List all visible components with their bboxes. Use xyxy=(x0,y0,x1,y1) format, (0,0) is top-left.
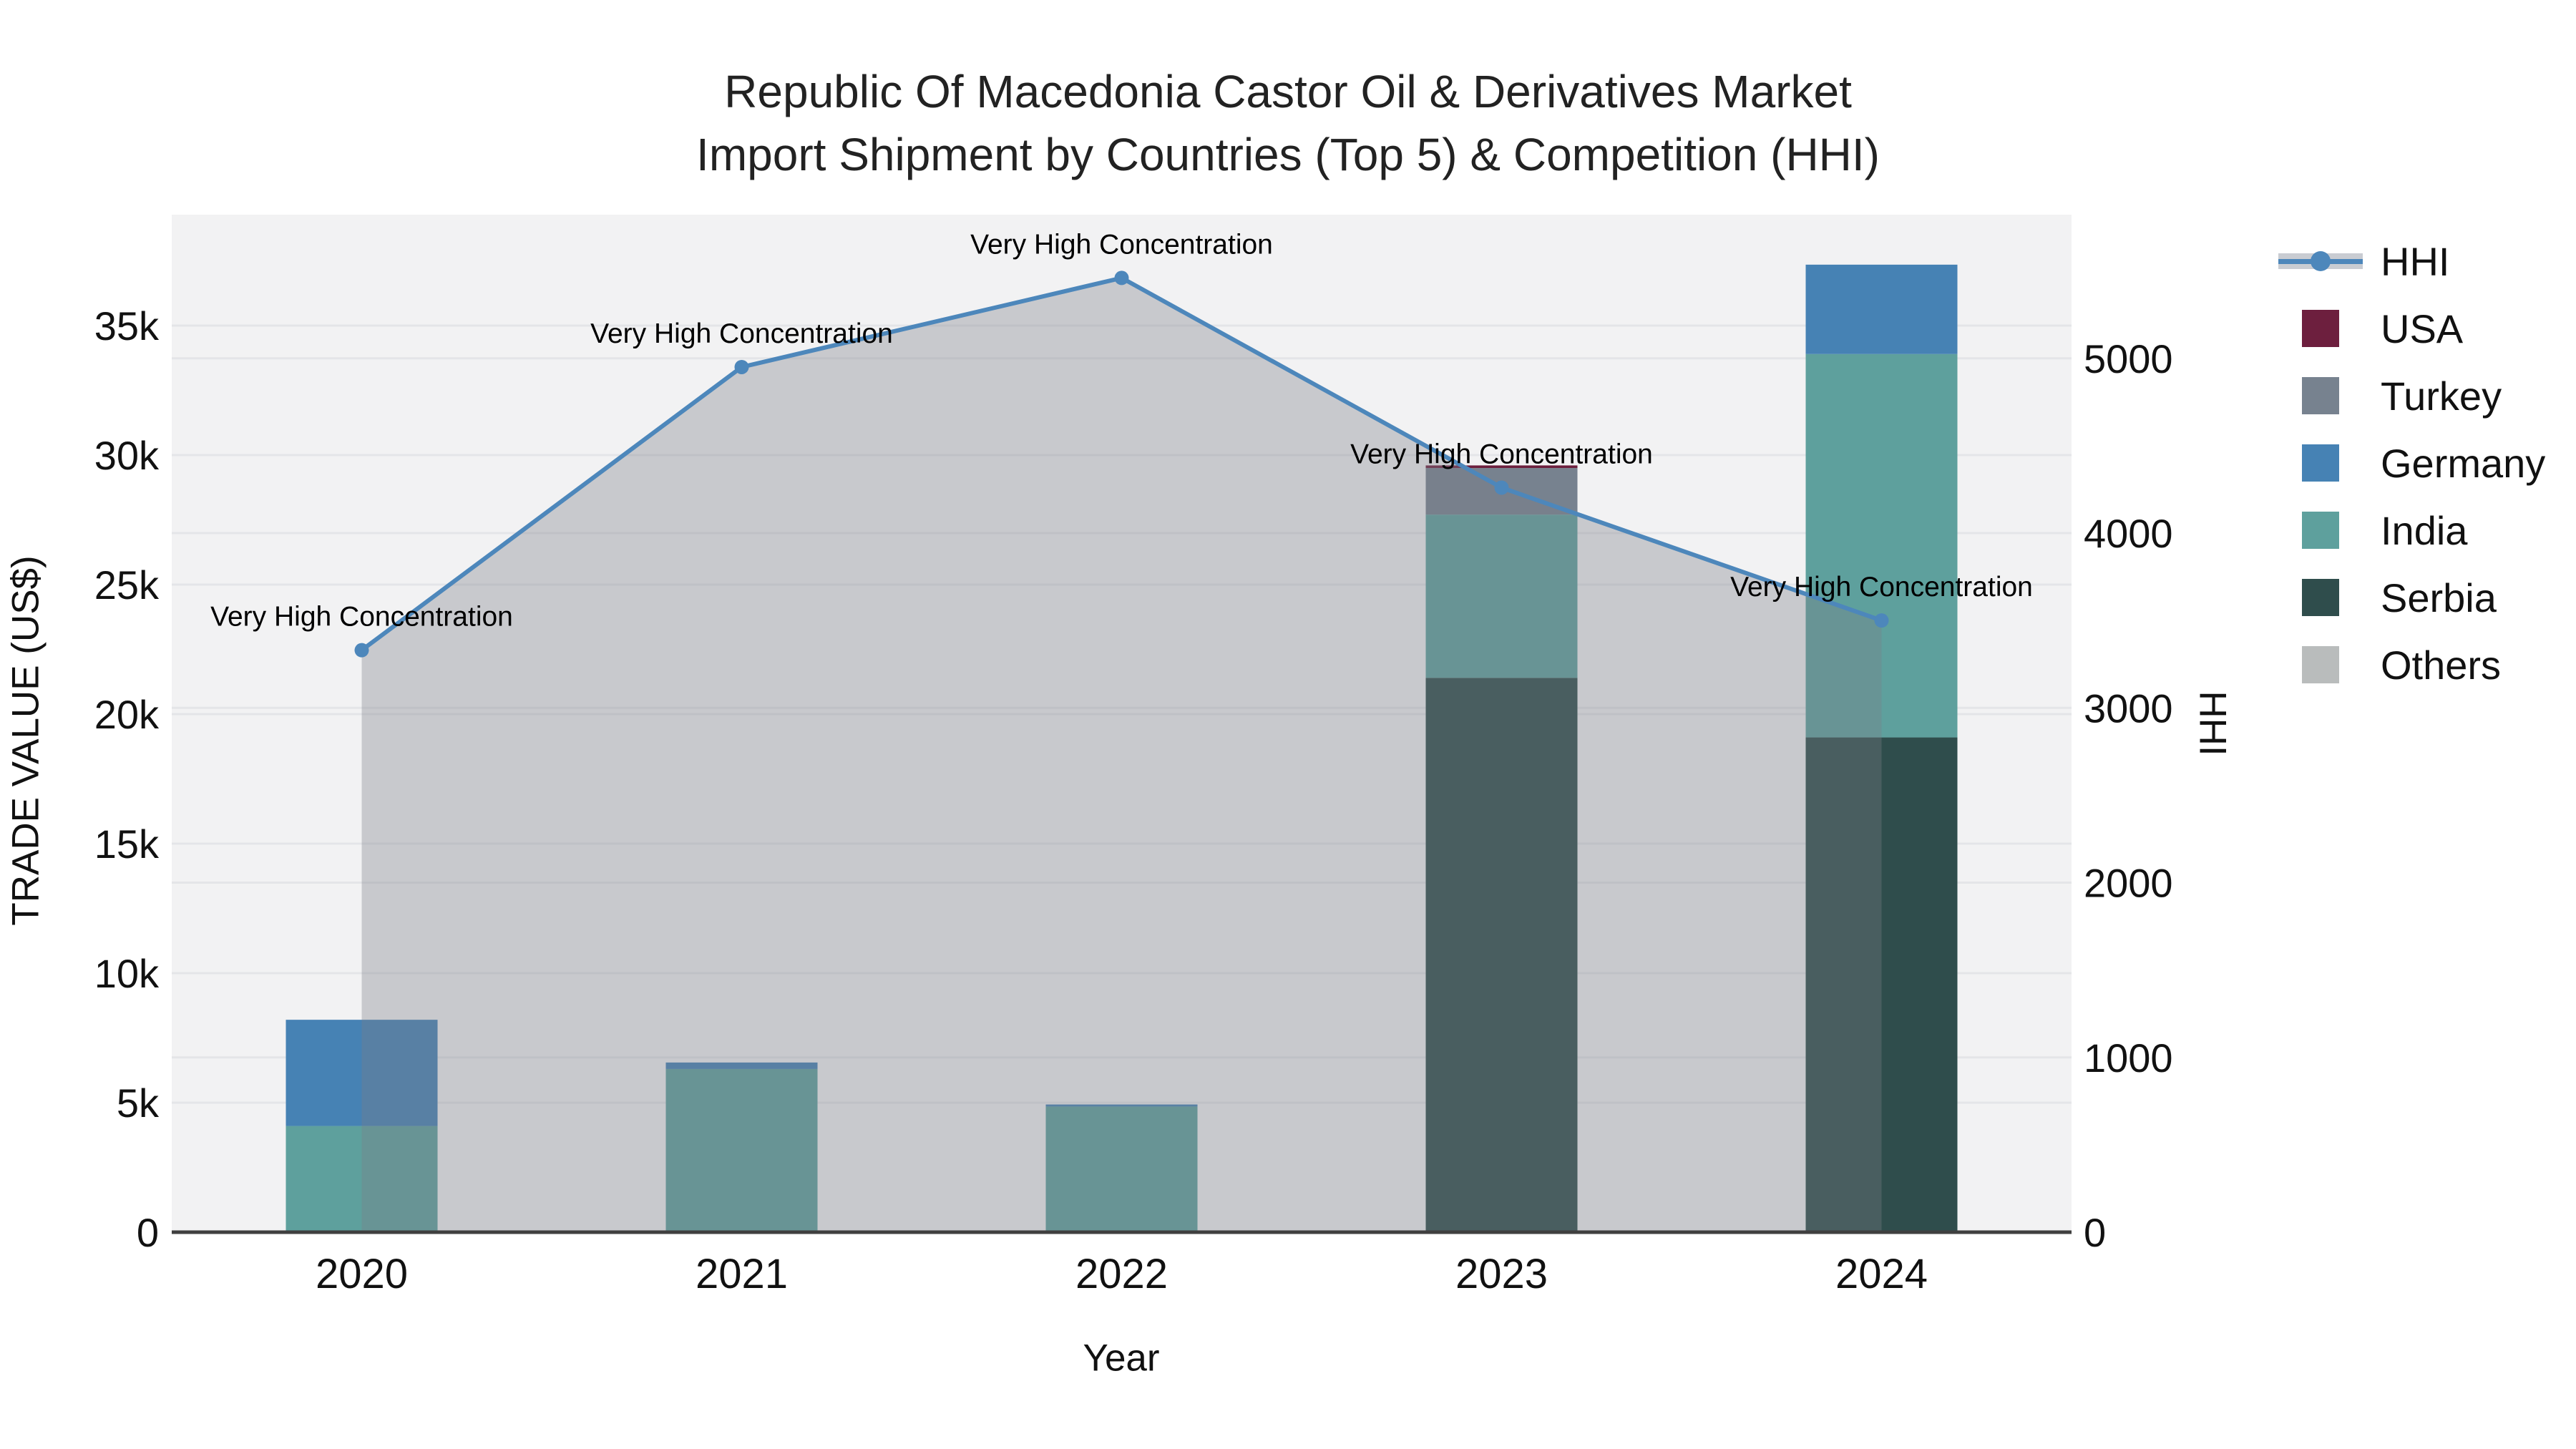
y-right-tick-0: 0 xyxy=(2084,1210,2106,1255)
bar-germany-2021[interactable] xyxy=(665,1062,818,1069)
legend-label: USA xyxy=(2381,306,2464,351)
legend-label: Turkey xyxy=(2381,373,2502,419)
hhi-area-fill xyxy=(361,278,1882,1233)
legend-item-turkey[interactable]: Turkey xyxy=(2275,362,2545,429)
bar-india-2021[interactable] xyxy=(665,1068,818,1232)
bar-germany-2022[interactable] xyxy=(1045,1104,1198,1107)
x-tick-2021: 2021 xyxy=(696,1251,788,1297)
hhi-marker-2024[interactable] xyxy=(1874,613,1889,628)
bar-india-2024[interactable] xyxy=(1805,353,1958,738)
bar-usa-2023[interactable] xyxy=(1425,465,1578,469)
y-right-tick-2000: 2000 xyxy=(2084,861,2173,906)
legend-swatch-icon xyxy=(2275,377,2381,414)
x-axis-title: Year xyxy=(1083,1337,1160,1380)
legend-swatch-icon xyxy=(2275,579,2381,616)
hhi-marker-2022[interactable] xyxy=(1114,270,1129,286)
y-left-tick-20k: 20k xyxy=(94,692,160,737)
legend-swatch-icon xyxy=(2275,310,2381,347)
legend: HHI USA Turkey Germany India Serbia Others xyxy=(2275,228,2545,698)
x-tick-2024: 2024 xyxy=(1835,1251,1928,1297)
plot-background xyxy=(172,215,2072,1232)
bar-serbia-2024[interactable] xyxy=(1805,737,1958,1232)
legend-item-others[interactable]: Others xyxy=(2275,631,2545,698)
legend-label: Serbia xyxy=(2381,575,2497,620)
x-tick-2020: 2020 xyxy=(316,1251,408,1297)
chart-title-line2: Import Shipment by Countries (Top 5) & C… xyxy=(696,129,1880,180)
hhi-line-swatch-icon xyxy=(2275,251,2381,271)
annotation-2023: Very High Concentration xyxy=(1350,439,1653,470)
hhi-marker-2020[interactable] xyxy=(354,643,369,658)
y-right-tick-5000: 5000 xyxy=(2084,336,2173,381)
annotation-2024: Very High Concentration xyxy=(1730,572,2033,602)
y2-axis-title: HHI xyxy=(2191,691,2234,756)
annotations: Very High Concentration Very High Concent… xyxy=(210,229,2033,632)
annotation-2021: Very High Concentration xyxy=(590,318,893,349)
gridlines xyxy=(172,324,2072,1104)
hhi-marker-2021[interactable] xyxy=(734,359,749,374)
annotation-2020: Very High Concentration xyxy=(210,602,513,633)
legend-item-germany[interactable]: Germany xyxy=(2275,429,2545,497)
y-right-tick-3000: 3000 xyxy=(2084,686,2173,731)
legend-item-serbia[interactable]: Serbia xyxy=(2275,564,2545,631)
y-left-tick-10k: 10k xyxy=(94,951,160,996)
legend-swatch-icon xyxy=(2275,512,2381,549)
annotation-2022: Very High Concentration xyxy=(970,229,1273,260)
x-tick-2022: 2022 xyxy=(1075,1251,1168,1297)
legend-swatch-icon xyxy=(2275,646,2381,683)
bar-india-2020[interactable] xyxy=(286,1126,438,1232)
legend-label: HHI xyxy=(2381,238,2450,284)
bar-serbia-2023[interactable] xyxy=(1425,678,1578,1232)
legend-label: Others xyxy=(2381,642,2502,688)
bars-group xyxy=(286,264,1958,1232)
y-left-tick-0: 0 xyxy=(137,1210,159,1255)
bar-germany-2020[interactable] xyxy=(286,1020,438,1126)
hhi-marker-2023[interactable] xyxy=(1494,480,1509,495)
y-axis-title: TRADE VALUE (US$) xyxy=(4,555,47,926)
legend-swatch-icon xyxy=(2275,444,2381,482)
y-left-tick-5k: 5k xyxy=(117,1080,160,1126)
legend-label: Germany xyxy=(2381,440,2546,486)
legend-item-usa[interactable]: USA xyxy=(2275,295,2545,362)
y-left-tick-35k: 35k xyxy=(94,303,160,348)
y-left-tick-30k: 30k xyxy=(94,433,160,478)
chart-title-line1: Republic Of Macedonia Castor Oil & Deriv… xyxy=(724,66,1852,117)
y-left-tick-15k: 15k xyxy=(94,821,160,867)
legend-item-india[interactable]: India xyxy=(2275,497,2545,564)
bar-germany-2024[interactable] xyxy=(1805,264,1958,354)
chart-title: Republic Of Macedonia Castor Oil & Deriv… xyxy=(0,60,2576,186)
y-left-tick-25k: 25k xyxy=(94,562,160,608)
legend-label: India xyxy=(2381,507,2468,553)
y-right-tick-4000: 4000 xyxy=(2084,511,2173,556)
legend-item-hhi[interactable]: HHI xyxy=(2275,228,2545,295)
bar-india-2022[interactable] xyxy=(1045,1106,1198,1232)
hhi-markers xyxy=(354,270,1889,658)
x-tick-2023: 2023 xyxy=(1455,1251,1548,1297)
y-right-tick-1000: 1000 xyxy=(2084,1035,2173,1080)
tick-labels: 0 5k 10k 15k 20k 25k 30k 35k 0 1000 2000 3000 4000 50… xyxy=(94,303,2173,1297)
bar-india-2023[interactable] xyxy=(1425,514,1578,678)
